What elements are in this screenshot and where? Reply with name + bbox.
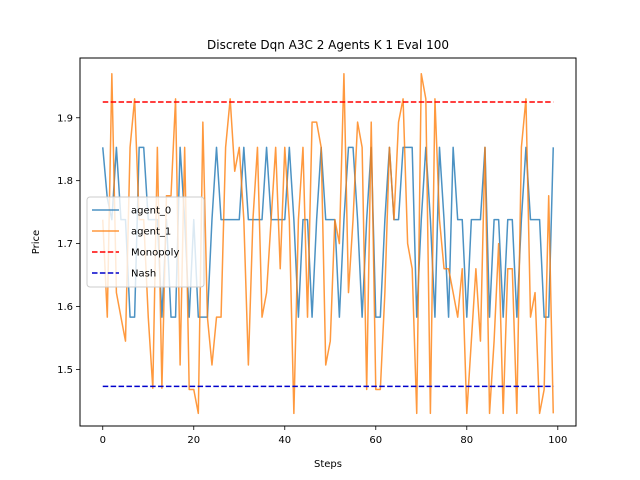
y-axis: 1.5 1.6 1.7 1.8 1.9 <box>57 113 80 376</box>
x-tick-label: 100 <box>548 435 567 446</box>
legend-label-agent-1: agent_1 <box>131 227 171 238</box>
legend-box <box>86 196 205 288</box>
x-axis: 0 20 40 60 80 100 <box>100 426 567 446</box>
y-tick-label: 1.8 <box>57 176 73 187</box>
x-axis-label: Steps <box>314 459 342 470</box>
x-tick-label: 80 <box>460 435 473 446</box>
y-tick-label: 1.5 <box>57 365 73 376</box>
plot-frame <box>79 57 577 427</box>
y-tick-label: 1.6 <box>57 302 73 313</box>
legend-label-agent-0: agent_0 <box>131 206 171 217</box>
legend-label-monopoly: Monopoly <box>131 248 179 259</box>
legend-label-nash: Nash <box>131 269 156 280</box>
y-tick-label: 1.7 <box>57 239 73 250</box>
legend: agent_0 agent_1 Monopoly Nash <box>86 196 205 288</box>
chart-title: Discrete Dqn A3C 2 Agents K 1 Eval 100 <box>207 38 449 52</box>
x-tick-label: 20 <box>187 435 200 446</box>
y-tick-label: 1.9 <box>57 113 73 124</box>
x-tick-label: 60 <box>369 435 382 446</box>
x-tick-label: 0 <box>100 435 106 446</box>
y-axis-label: Price <box>31 230 42 254</box>
x-tick-label: 40 <box>278 435 291 446</box>
